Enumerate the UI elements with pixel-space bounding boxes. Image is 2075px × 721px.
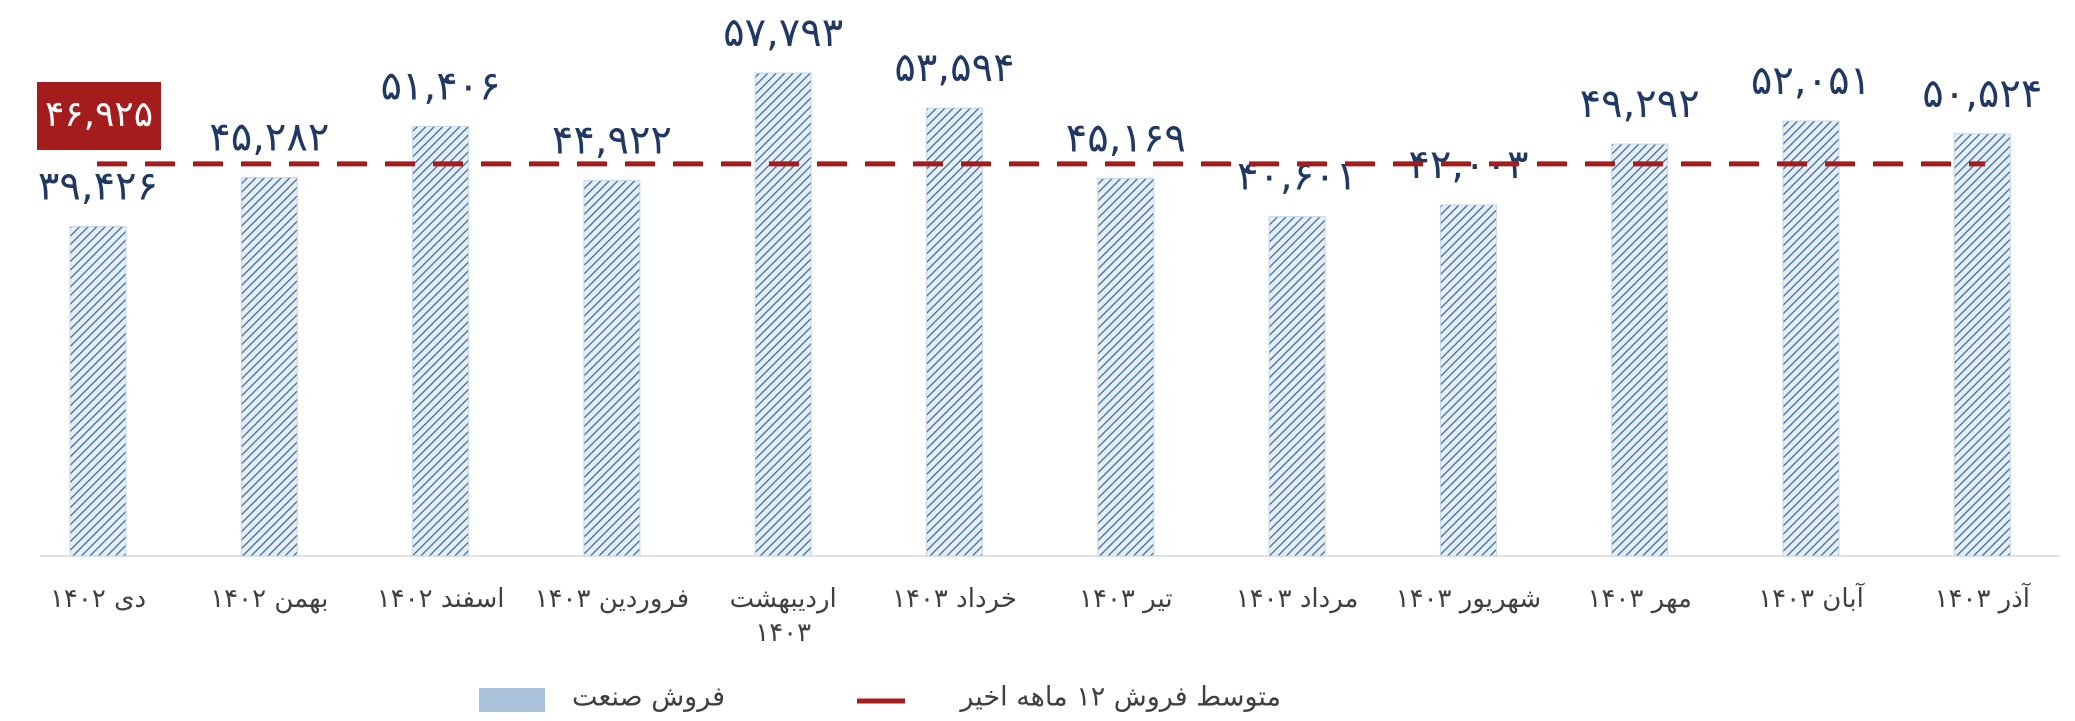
bar: [926, 107, 983, 557]
data-label: ۵۲,۰۵۱: [1751, 58, 1871, 104]
data-label: ۵۱,۴۰۶: [381, 63, 501, 109]
bar: [754, 72, 812, 557]
bar: [1097, 178, 1155, 557]
x-tick-label: آذر ۱۴۰۳: [1934, 584, 2031, 614]
data-label: ۴۹,۲۹۲: [1580, 81, 1700, 127]
x-tick-label: بهمن ۱۴۰۲: [210, 584, 329, 614]
data-label: ۵۳,۵۹۴: [894, 45, 1014, 91]
x-tick-label: خرداد ۱۴۰۳: [892, 584, 1017, 614]
average-label: ۴۶,۹۲۵: [45, 94, 153, 135]
legend-label: فروش صنعت: [572, 682, 725, 713]
x-tick-label: مهر ۱۴۰۳: [1587, 584, 1692, 614]
legend-swatch: [479, 688, 545, 712]
x-tick-label: آبان ۱۴۰۳: [1758, 584, 1864, 614]
average-label-box: [37, 82, 161, 150]
x-tick-label: اسفند ۱۴۰۲: [376, 584, 505, 614]
bar: [240, 177, 298, 557]
bar: [1953, 133, 2011, 557]
x-tick-label: دی ۱۴۰۲: [49, 584, 147, 614]
bar: [1782, 120, 1840, 557]
data-label: ۵۰,۵۲۴: [1922, 71, 2042, 117]
x-tick-label: فروردین ۱۴۰۳: [534, 584, 690, 614]
bar: [69, 226, 127, 557]
bar: [1268, 216, 1326, 557]
data-label: ۵۷,۷۹۳: [723, 10, 843, 56]
bar: [412, 125, 470, 557]
x-tick-label: مرداد ۱۴۰۳: [1235, 584, 1359, 614]
data-label: ۴۴,۹۲۲: [552, 118, 672, 164]
bar: [1439, 204, 1497, 557]
data-label: ۴۵,۲۸۲: [209, 115, 329, 161]
x-tick-label: شهریور ۱۴۰۳: [1395, 584, 1542, 614]
x-tick-label: اردیبهشت ۱۴۰۳: [729, 584, 837, 648]
data-label: ۳۹,۴۲۶: [38, 164, 158, 210]
bar: [583, 180, 641, 557]
data-label: ۴۵,۱۶۹: [1066, 116, 1186, 162]
data-label: ۴۰,۶۰۱: [1237, 154, 1357, 200]
legend-label: متوسط فروش ۱۲ ماهه اخیر: [958, 682, 1281, 713]
bar: [1611, 143, 1669, 557]
x-tick-label: تیر ۱۴۰۳: [1079, 584, 1173, 614]
